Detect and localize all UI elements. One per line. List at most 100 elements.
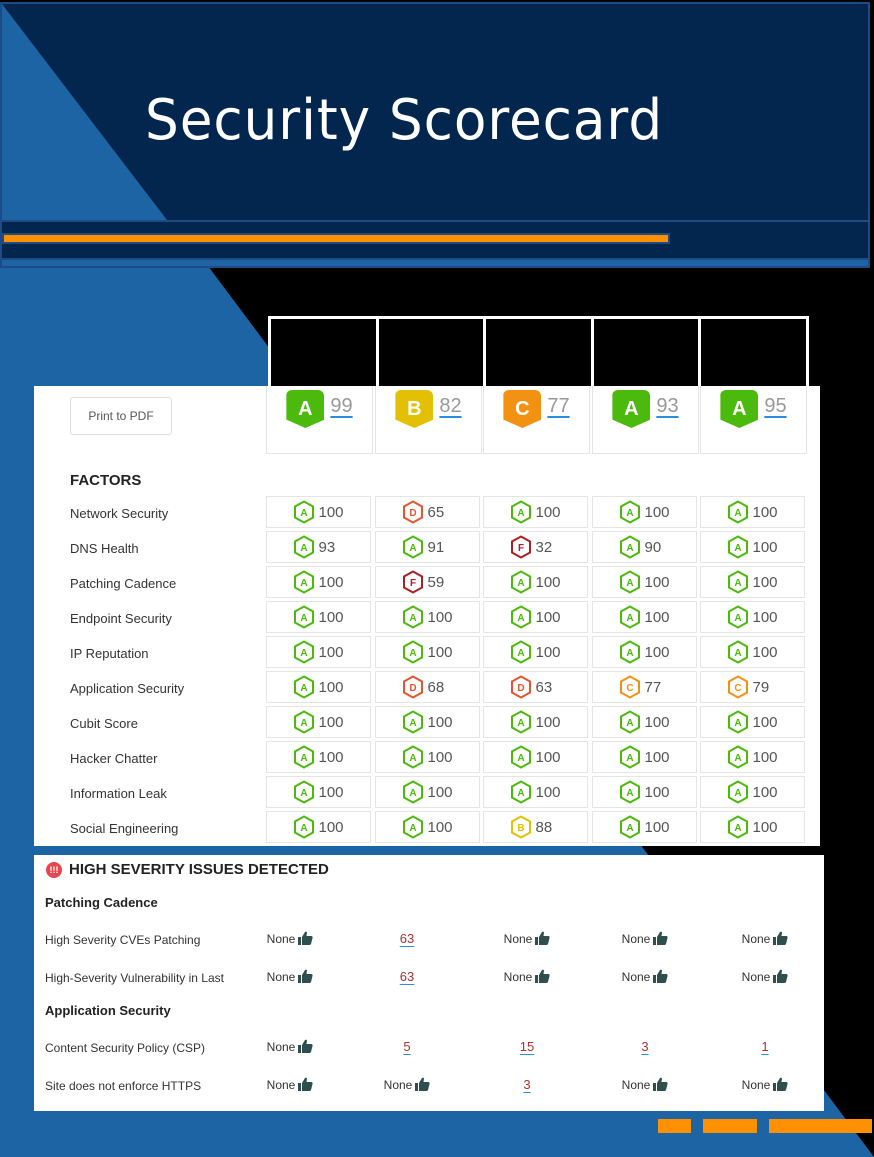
issue-count-link[interactable]: 1 bbox=[761, 1039, 769, 1054]
issue-value[interactable]: 15 bbox=[482, 1039, 572, 1054]
factor-score-cell[interactable]: A 100 bbox=[483, 566, 588, 598]
factor-score-cell[interactable]: A 90 bbox=[592, 531, 697, 563]
factor-score-cell[interactable]: F 32 bbox=[483, 531, 588, 563]
grade-a-hexagon-icon: A bbox=[727, 605, 749, 629]
factor-score-cell[interactable]: A 100 bbox=[483, 776, 588, 808]
factor-score-cell[interactable]: A 100 bbox=[700, 566, 805, 598]
factor-score: 100 bbox=[535, 748, 561, 766]
issue-value[interactable]: 3 bbox=[600, 1039, 690, 1054]
factor-score-cell[interactable]: A 100 bbox=[700, 601, 805, 633]
svg-text:A: A bbox=[626, 753, 633, 764]
factor-score-cell[interactable]: A 100 bbox=[375, 636, 480, 668]
factor-score-cell[interactable]: A 100 bbox=[592, 496, 697, 528]
issue-count-link[interactable]: 15 bbox=[519, 1039, 535, 1054]
thumbs-up-icon bbox=[653, 1077, 668, 1091]
grade-hexagon-icon: A bbox=[286, 390, 325, 428]
factor-score-cell[interactable]: A 100 bbox=[592, 601, 697, 633]
factor-score-cell[interactable]: A 100 bbox=[266, 671, 371, 703]
factor-score-cell[interactable]: A 100 bbox=[592, 811, 697, 843]
issue-value: None bbox=[482, 931, 572, 946]
overall-score-link[interactable]: 82 bbox=[439, 395, 462, 417]
factor-score: 91 bbox=[427, 538, 445, 556]
issue-value[interactable]: 63 bbox=[362, 969, 452, 984]
issue-value[interactable]: 1 bbox=[720, 1039, 810, 1054]
svg-text:A: A bbox=[626, 823, 633, 834]
factor-score-cell[interactable]: A 100 bbox=[483, 636, 588, 668]
overall-score-link[interactable]: 99 bbox=[330, 395, 353, 417]
factor-score-cell[interactable]: D 63 bbox=[483, 671, 588, 703]
factor-score-cell[interactable]: A 100 bbox=[700, 531, 805, 563]
grade-f-hexagon-icon: F bbox=[510, 535, 532, 559]
factor-score: 93 bbox=[318, 538, 336, 556]
factor-score-cell[interactable]: A 100 bbox=[266, 741, 371, 773]
factor-score-cell[interactable]: A 100 bbox=[375, 776, 480, 808]
factor-score-cell[interactable]: A 100 bbox=[266, 811, 371, 843]
issue-label: Site does not enforce HTTPS bbox=[45, 1079, 202, 1093]
factor-score-cell[interactable]: A 100 bbox=[592, 706, 697, 738]
factor-score: 32 bbox=[535, 538, 553, 556]
issue-value[interactable]: 63 bbox=[362, 931, 452, 946]
factor-score-cell[interactable]: A 100 bbox=[375, 601, 480, 633]
overall-score-link[interactable]: 77 bbox=[547, 395, 570, 417]
factor-score-cell[interactable]: A 100 bbox=[266, 636, 371, 668]
factor-score-cell[interactable]: A 100 bbox=[483, 496, 588, 528]
factor-score-cell[interactable]: A 100 bbox=[266, 601, 371, 633]
factor-score-cell[interactable]: F 59 bbox=[375, 566, 480, 598]
factor-score-cell[interactable]: A 100 bbox=[592, 636, 697, 668]
factor-score-cell[interactable]: C 77 bbox=[592, 671, 697, 703]
factor-score-cell[interactable]: A 93 bbox=[266, 531, 371, 563]
factor-score-cell[interactable]: A 100 bbox=[266, 706, 371, 738]
grade-a-hexagon-icon: A bbox=[619, 815, 641, 839]
factor-label: DNS Health bbox=[70, 541, 139, 556]
redacted-company-3 bbox=[486, 319, 591, 386]
grade-hexagon-icon: C bbox=[503, 390, 542, 428]
factor-score-cell[interactable]: A 100 bbox=[700, 811, 805, 843]
factor-score-cell[interactable]: A 100 bbox=[483, 741, 588, 773]
grade-a-hexagon-icon: A bbox=[619, 745, 641, 769]
factor-score-cell[interactable]: A 100 bbox=[375, 811, 480, 843]
grade-a-hexagon-icon: A bbox=[619, 570, 641, 594]
factor-score: 100 bbox=[644, 643, 670, 661]
factor-score-cell[interactable]: A 100 bbox=[700, 496, 805, 528]
issue-count-link[interactable]: 5 bbox=[403, 1039, 411, 1054]
svg-text:A: A bbox=[300, 753, 307, 764]
grade-badge: A 95 bbox=[720, 390, 787, 453]
grade-a-hexagon-icon: A bbox=[510, 605, 532, 629]
factor-score-cell[interactable]: A 100 bbox=[592, 741, 697, 773]
factor-score-cell[interactable]: A 100 bbox=[375, 741, 480, 773]
factor-score-cell[interactable]: A 100 bbox=[266, 566, 371, 598]
factor-score-cell[interactable]: A 100 bbox=[700, 741, 805, 773]
factor-score-cell[interactable]: A 100 bbox=[700, 636, 805, 668]
factor-score: 100 bbox=[427, 608, 453, 626]
factor-score-cell[interactable]: A 100 bbox=[483, 601, 588, 633]
issue-count-link[interactable]: 3 bbox=[523, 1077, 531, 1092]
issue-count-link[interactable]: 3 bbox=[641, 1039, 649, 1054]
factor-score-cell[interactable]: A 100 bbox=[375, 706, 480, 738]
factor-score-cell[interactable]: A 100 bbox=[700, 776, 805, 808]
grade-badge: B 82 bbox=[395, 390, 462, 453]
factor-score-cell[interactable]: A 100 bbox=[592, 566, 697, 598]
overall-score-link[interactable]: 93 bbox=[656, 395, 679, 417]
svg-text:A: A bbox=[409, 788, 416, 799]
factor-score-cell[interactable]: D 68 bbox=[375, 671, 480, 703]
factor-score-cell[interactable]: A 100 bbox=[266, 776, 371, 808]
overall-score-link[interactable]: 95 bbox=[764, 395, 787, 417]
factor-score-cell[interactable]: C 79 bbox=[700, 671, 805, 703]
thumbs-up-icon bbox=[298, 969, 313, 983]
issue-count-link[interactable]: 63 bbox=[399, 969, 415, 984]
factor-score-cell[interactable]: A 100 bbox=[700, 706, 805, 738]
factor-score: 100 bbox=[644, 713, 670, 731]
issue-value[interactable]: 5 bbox=[362, 1039, 452, 1054]
print-to-pdf-button[interactable]: Print to PDF bbox=[70, 397, 172, 435]
factor-score-cell[interactable]: A 100 bbox=[592, 776, 697, 808]
factor-score-cell[interactable]: D 65 bbox=[375, 496, 480, 528]
factor-score-cell[interactable]: A 100 bbox=[266, 496, 371, 528]
svg-text:A: A bbox=[300, 683, 307, 694]
factor-score-cell[interactable]: A 100 bbox=[483, 706, 588, 738]
issue-value[interactable]: 3 bbox=[482, 1077, 572, 1092]
factor-score-cell[interactable]: B 88 bbox=[483, 811, 588, 843]
issue-count-link[interactable]: 63 bbox=[399, 931, 415, 946]
redacted-company-4 bbox=[593, 319, 699, 386]
svg-text:A: A bbox=[626, 508, 633, 519]
factor-score-cell[interactable]: A 91 bbox=[375, 531, 480, 563]
